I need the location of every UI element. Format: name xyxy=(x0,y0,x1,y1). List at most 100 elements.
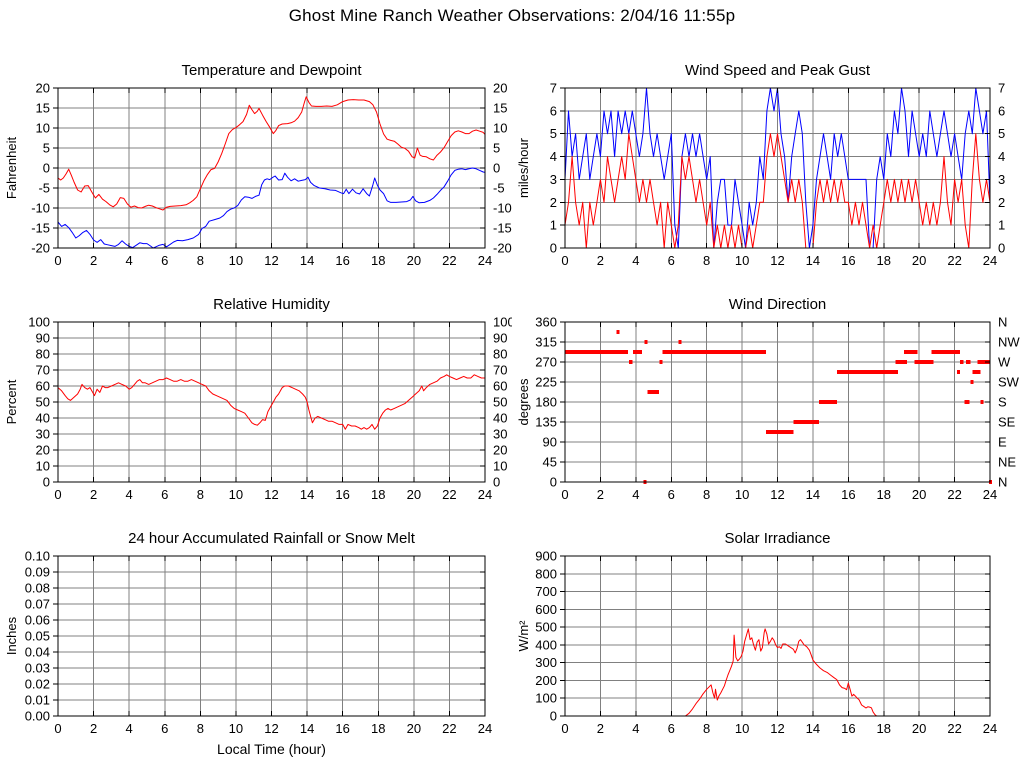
compass-label: SE xyxy=(998,415,1016,430)
humidity-line xyxy=(57,374,485,430)
y-tick-label: 40 xyxy=(36,411,50,426)
y-tick-label: 30 xyxy=(36,427,50,442)
y-tick-label: 0 xyxy=(550,475,557,490)
y-tick-label: 5 xyxy=(550,126,557,141)
x-tick-label: 0 xyxy=(561,253,568,268)
y-tick-label-right: 0 xyxy=(998,241,1005,256)
y-tick-label-right: 80 xyxy=(493,347,507,362)
x-tick-label: 16 xyxy=(841,487,855,502)
y-tick-label: -10 xyxy=(31,201,50,216)
x-tick-label: 10 xyxy=(229,721,243,736)
chart-rainfall: 24 hour Accumulated Rainfall or Snow Mel… xyxy=(0,523,512,768)
y-tick-label: 0 xyxy=(43,161,50,176)
y-tick-label: 10 xyxy=(36,121,50,136)
x-tick-label: 20 xyxy=(407,253,421,268)
y-tick-label: 225 xyxy=(535,375,557,390)
y-tick-label: 0.04 xyxy=(25,645,50,660)
y-tick-label: 1 xyxy=(550,218,557,233)
chart-title: Wind Speed and Peak Gust xyxy=(685,62,871,79)
x-tick-label: 12 xyxy=(264,721,278,736)
x-tick-label: 0 xyxy=(54,721,61,736)
x-tick-label: 10 xyxy=(735,721,749,736)
chart-title: Solar Irradiance xyxy=(725,530,831,547)
compass-label: SW xyxy=(998,375,1020,390)
y-tick-label-right: 15 xyxy=(493,101,507,116)
x-tick-label: 16 xyxy=(335,487,349,502)
x-tick-label: 0 xyxy=(561,487,568,502)
x-tick-label: 2 xyxy=(597,487,604,502)
x-tick-label: 24 xyxy=(983,487,997,502)
x-tick-label: 18 xyxy=(371,253,385,268)
y-tick-label: 90 xyxy=(543,435,557,450)
chart-title: Wind Direction xyxy=(729,296,827,313)
x-tick-label: 12 xyxy=(770,253,784,268)
x-tick-label: 22 xyxy=(442,487,456,502)
x-axis-label: Local Time (hour) xyxy=(217,741,326,757)
y-tick-label-right: 0 xyxy=(493,161,500,176)
y-tick-label-right: 3 xyxy=(998,172,1005,187)
x-tick-label: 2 xyxy=(597,721,604,736)
x-tick-label: 10 xyxy=(229,253,243,268)
x-tick-label: 2 xyxy=(90,487,97,502)
x-tick-label: 0 xyxy=(561,721,568,736)
y-tick-label-right: 100 xyxy=(493,315,512,330)
y-tick-label-right: 10 xyxy=(493,459,507,474)
y-axis-label: miles/hour xyxy=(516,137,531,198)
y-tick-label: 0.01 xyxy=(25,693,50,708)
x-tick-label: 0 xyxy=(54,487,61,502)
y-tick-label: 0.07 xyxy=(25,597,50,612)
y-tick-label: 60 xyxy=(36,379,50,394)
x-tick-label: 16 xyxy=(841,253,855,268)
x-tick-label: 18 xyxy=(371,487,385,502)
chart-title: Temperature and Dewpoint xyxy=(181,62,362,79)
x-tick-label: 8 xyxy=(197,721,204,736)
y-tick-label: 200 xyxy=(535,673,557,688)
y-tick-label-right: 6 xyxy=(998,103,1005,118)
chart-title: Relative Humidity xyxy=(213,296,330,313)
y-tick-label: 700 xyxy=(535,584,557,599)
x-tick-label: 14 xyxy=(806,253,820,268)
x-tick-label: 24 xyxy=(478,721,492,736)
temperature-line xyxy=(57,96,486,211)
x-tick-label: 8 xyxy=(703,487,710,502)
y-tick-label-right: 1 xyxy=(998,218,1005,233)
solar-irradiance-plot: Solar Irradiance900800700600500400300200… xyxy=(516,530,997,736)
x-tick-label: 2 xyxy=(90,253,97,268)
y-tick-label: 7 xyxy=(550,81,557,96)
y-tick-label: 0 xyxy=(550,241,557,256)
y-tick-label-right: -20 xyxy=(493,241,512,256)
chart-wind-speed-gust: Wind Speed and Peak Gust 7 7 6 6 5 5 4 4 3 3 2 2 1 1 0 0… xyxy=(512,55,1024,285)
y-tick-label: 0.05 xyxy=(25,629,50,644)
y-tick-label: 360 xyxy=(535,315,557,330)
chart-relative-humidity: Relative Humidity 100 100 90 90 80 80 70 70 60 60 5… xyxy=(0,289,515,519)
x-tick-label: 12 xyxy=(770,487,784,502)
y-axis-label: Inches xyxy=(4,616,19,655)
x-tick-label: 4 xyxy=(632,721,639,736)
x-tick-label: 22 xyxy=(947,721,961,736)
x-tick-label: 22 xyxy=(947,487,961,502)
y-tick-label-right: 10 xyxy=(493,121,507,136)
x-tick-label: 20 xyxy=(912,487,926,502)
y-tick-label-right: 20 xyxy=(493,81,507,96)
x-tick-label: 10 xyxy=(735,487,749,502)
x-tick-label: 2 xyxy=(90,721,97,736)
y-tick-label-right: 5 xyxy=(998,126,1005,141)
y-tick-label: 315 xyxy=(535,335,557,350)
x-tick-label: 20 xyxy=(912,721,926,736)
x-tick-label: 10 xyxy=(229,487,243,502)
y-tick-label: 50 xyxy=(36,395,50,410)
x-tick-label: 8 xyxy=(703,253,710,268)
x-tick-label: 16 xyxy=(335,253,349,268)
y-tick-label: 0.10 xyxy=(25,549,50,564)
x-tick-label: 12 xyxy=(264,253,278,268)
dewpoint-line xyxy=(57,167,486,249)
chart-wind-direction: Wind Direction 360 N 315 NW 270 W 225 SW 180 S 135 S… xyxy=(512,289,1024,519)
y-tick-label: 100 xyxy=(535,691,557,706)
y-tick-label: 45 xyxy=(543,455,557,470)
y-tick-label: 10 xyxy=(36,459,50,474)
x-tick-label: 22 xyxy=(947,253,961,268)
y-tick-label-right: -5 xyxy=(493,181,505,196)
x-tick-label: 14 xyxy=(300,487,314,502)
y-tick-label: 400 xyxy=(535,637,557,652)
